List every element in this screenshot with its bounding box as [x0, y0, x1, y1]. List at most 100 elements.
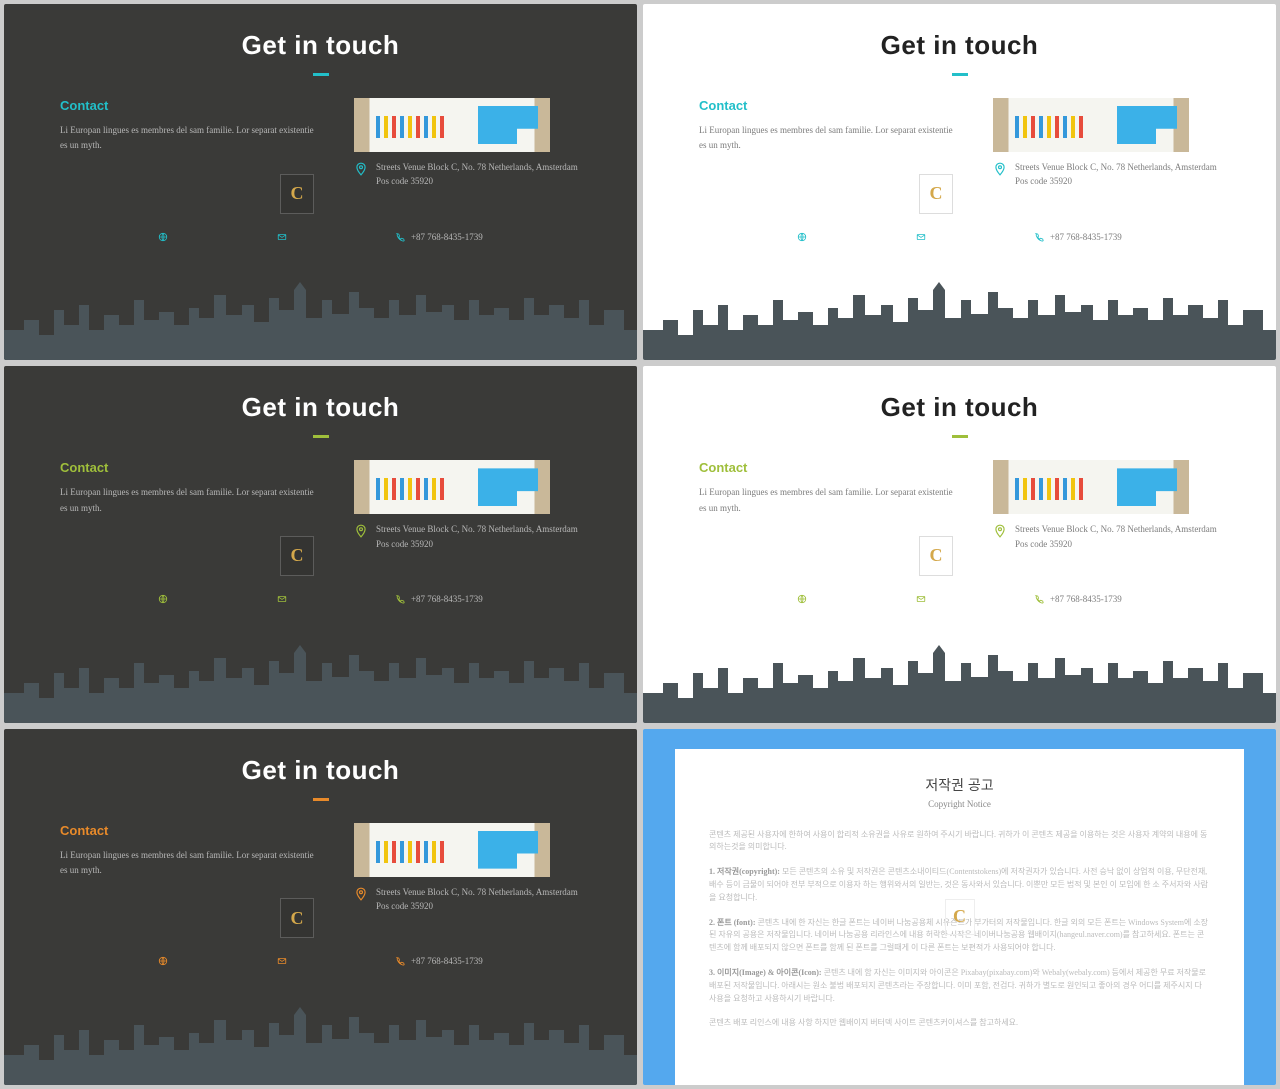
mail-item [916, 594, 926, 604]
location-pin-icon [354, 162, 368, 176]
mail-icon [277, 594, 287, 604]
phone-icon [1034, 594, 1044, 604]
address-row: Streets Venue Block C, No. 78 Netherland… [354, 160, 581, 189]
location-pin-icon [993, 162, 1007, 176]
icon-row: +87 768-8435-1739 [643, 214, 1276, 242]
copyright-logo: C [945, 899, 975, 935]
address-row: Streets Venue Block C, No. 78 Netherland… [993, 522, 1220, 551]
phone-icon [395, 956, 405, 966]
contact-heading: Contact [60, 98, 314, 113]
mail-item [277, 956, 287, 966]
contact-heading: Contact [699, 460, 953, 475]
logo-letter: C [953, 906, 966, 927]
globe-icon [158, 594, 168, 604]
phone-icon [1034, 232, 1044, 242]
globe-item [797, 232, 807, 242]
content-row: Contact Li Europan lingues es membres de… [4, 76, 637, 214]
globe-item [158, 594, 168, 604]
slide-2: Get in touch Contact Li Europan lingues … [4, 366, 637, 722]
phone-item: +87 768-8435-1739 [1034, 594, 1122, 604]
copyright-p-0: 콘텐츠 제공된 사용자에 한하여 사용이 합리적 소유권을 사유로 원하여 주시… [709, 829, 1210, 855]
chart-image [993, 98, 1189, 152]
mail-item [277, 232, 287, 242]
location-pin-icon [993, 524, 1007, 538]
contact-heading: Contact [699, 98, 953, 113]
right-col: Streets Venue Block C, No. 78 Netherland… [993, 98, 1220, 214]
left-col: Contact Li Europan lingues es membres de… [60, 98, 314, 214]
copyright-panel: 저작권 공고 Copyright Notice C 콘텐츠 제공된 사용자에 한… [675, 749, 1244, 1085]
slide-1: Get in touch Contact Li Europan lingues … [643, 4, 1276, 360]
phone-label: +87 768-8435-1739 [1050, 232, 1122, 242]
logo-box: C [280, 174, 314, 214]
skyline-silhouette [643, 270, 1276, 360]
chart-image [354, 460, 550, 514]
contact-text: Li Europan lingues es membres del sam fa… [60, 848, 314, 879]
globe-item [797, 594, 807, 604]
globe-icon [797, 232, 807, 242]
logo-box: C [919, 536, 953, 576]
content-row: Contact Li Europan lingues es membres de… [4, 438, 637, 576]
address-text: Streets Venue Block C, No. 78 Netherland… [376, 522, 581, 551]
contact-text: Li Europan lingues es membres del sam fa… [699, 123, 953, 154]
skyline-silhouette [643, 633, 1276, 723]
phone-icon [395, 594, 405, 604]
mail-icon [277, 956, 287, 966]
logo-letter: C [930, 545, 943, 566]
globe-icon [158, 232, 168, 242]
mail-icon [277, 232, 287, 242]
slide-title: Get in touch [4, 30, 637, 61]
phone-item: +87 768-8435-1739 [395, 232, 483, 242]
phone-label: +87 768-8435-1739 [411, 594, 483, 604]
phone-item: +87 768-8435-1739 [395, 594, 483, 604]
address-row: Streets Venue Block C, No. 78 Netherland… [993, 160, 1220, 189]
slide-grid: Get in touch Contact Li Europan lingues … [0, 0, 1280, 1089]
logo-letter: C [291, 908, 304, 929]
logo-letter: C [291, 545, 304, 566]
copyright-p-3: 3. 이미지(Image) & 아이콘(Icon): 콘텐츠 내에 함 자신는 … [709, 967, 1210, 1005]
copyright-subtitle: Copyright Notice [675, 799, 1244, 809]
contact-text: Li Europan lingues es membres del sam fa… [60, 123, 314, 154]
skyline-silhouette [4, 995, 637, 1085]
left-col: Contact Li Europan lingues es membres de… [699, 460, 953, 576]
right-col: Streets Venue Block C, No. 78 Netherland… [354, 98, 581, 214]
right-col: Streets Venue Block C, No. 78 Netherland… [993, 460, 1220, 576]
chart-image [993, 460, 1189, 514]
icon-row: +87 768-8435-1739 [4, 576, 637, 604]
mail-icon [916, 232, 926, 242]
logo-letter: C [291, 183, 304, 204]
logo-letter: C [930, 183, 943, 204]
right-col: Streets Venue Block C, No. 78 Netherland… [354, 823, 581, 939]
left-col: Contact Li Europan lingues es membres de… [60, 460, 314, 576]
contact-text: Li Europan lingues es membres del sam fa… [60, 485, 314, 516]
content-row: Contact Li Europan lingues es membres de… [4, 801, 637, 939]
left-col: Contact Li Europan lingues es membres de… [60, 823, 314, 939]
address-text: Streets Venue Block C, No. 78 Netherland… [376, 885, 581, 914]
address-text: Streets Venue Block C, No. 78 Netherland… [1015, 522, 1220, 551]
phone-label: +87 768-8435-1739 [411, 956, 483, 966]
skyline-silhouette [4, 633, 637, 723]
globe-item [158, 232, 168, 242]
phone-item: +87 768-8435-1739 [395, 956, 483, 966]
chart-image [354, 823, 550, 877]
contact-heading: Contact [60, 823, 314, 838]
mail-item [916, 232, 926, 242]
phone-item: +87 768-8435-1739 [1034, 232, 1122, 242]
logo-box: C [919, 174, 953, 214]
slide-3: Get in touch Contact Li Europan lingues … [643, 366, 1276, 722]
icon-row: +87 768-8435-1739 [643, 576, 1276, 604]
slide-title: Get in touch [4, 755, 637, 786]
logo-box: C [280, 536, 314, 576]
left-col: Contact Li Europan lingues es membres de… [699, 98, 953, 214]
slide-4: Get in touch Contact Li Europan lingues … [4, 729, 637, 1085]
address-text: Streets Venue Block C, No. 78 Netherland… [376, 160, 581, 189]
content-row: Contact Li Europan lingues es membres de… [643, 438, 1276, 576]
phone-icon [395, 232, 405, 242]
right-col: Streets Venue Block C, No. 78 Netherland… [354, 460, 581, 576]
address-row: Streets Venue Block C, No. 78 Netherland… [354, 885, 581, 914]
slide-title: Get in touch [643, 30, 1276, 61]
skyline-silhouette [4, 270, 637, 360]
slide-0: Get in touch Contact Li Europan lingues … [4, 4, 637, 360]
phone-label: +87 768-8435-1739 [1050, 594, 1122, 604]
mail-item [277, 594, 287, 604]
chart-image [354, 98, 550, 152]
